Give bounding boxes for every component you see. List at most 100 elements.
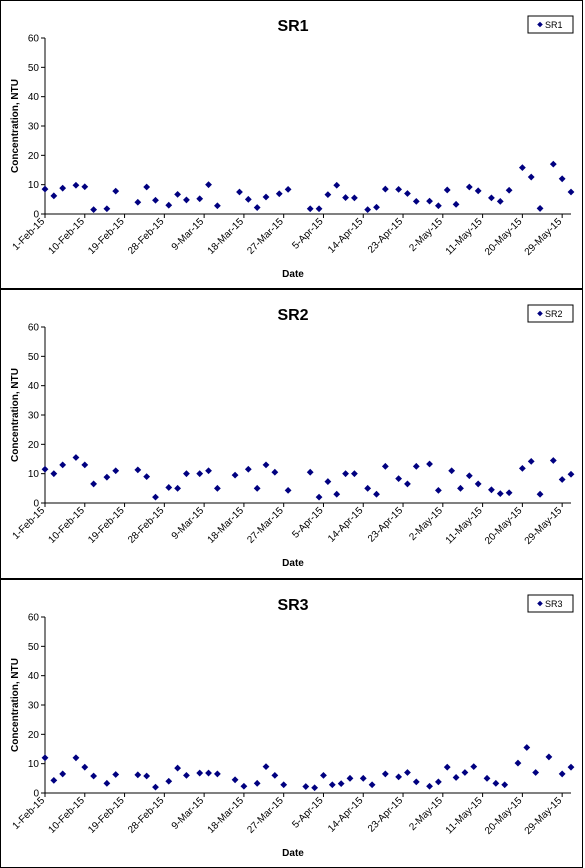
- y-tick-label: 10: [28, 469, 40, 480]
- data-point: [165, 484, 173, 491]
- data-point: [549, 160, 557, 168]
- data-point: [395, 475, 403, 483]
- data-point: [253, 204, 261, 211]
- x-axis-label: Date: [282, 848, 304, 859]
- data-point: [434, 202, 442, 210]
- x-tick-label: 29-May-15: [523, 505, 565, 547]
- data-point: [558, 770, 566, 778]
- data-point: [134, 771, 142, 779]
- y-tick-label: 20: [28, 440, 40, 451]
- x-tick-label: 14-Apr-15: [326, 216, 366, 256]
- x-tick-label: 18-Mar-15: [206, 216, 247, 257]
- data-point: [231, 471, 239, 479]
- x-tick-label: 11-May-15: [444, 216, 485, 257]
- data-point: [492, 779, 500, 787]
- data-point: [567, 188, 575, 196]
- data-point: [59, 461, 67, 469]
- legend: SR2: [527, 304, 574, 323]
- y-tick-label: 30: [28, 411, 40, 422]
- x-tick-label: 18-Mar-15: [206, 505, 247, 546]
- x-tick-label: 5-Apr-15: [290, 216, 326, 252]
- data-point: [103, 205, 111, 213]
- y-tick-label: 60: [28, 34, 40, 45]
- data-point: [320, 772, 327, 779]
- data-point: [351, 470, 358, 478]
- chart-sr1: SR1 0 10 20 30 40 50 60 1-Feb-15 10-Feb-15 19-Feb-…: [10, 15, 575, 280]
- data-point: [183, 470, 190, 478]
- data-point: [558, 476, 566, 483]
- data-point: [41, 465, 49, 473]
- data-point: [143, 473, 151, 480]
- x-tick-label: 2-May-15: [407, 505, 445, 543]
- x-tick-label: 28-Feb-15: [126, 795, 167, 836]
- data-point: [337, 780, 345, 788]
- data-point: [72, 454, 80, 461]
- legend-label: SR1: [545, 20, 563, 30]
- x-tick-label: 10-Feb-15: [46, 216, 87, 257]
- data-point: [368, 781, 376, 789]
- data-point: [465, 183, 473, 191]
- x-tick-label: 28-Feb-15: [126, 216, 167, 257]
- data-point: [196, 769, 204, 777]
- data-point: [315, 205, 323, 213]
- data-point: [545, 753, 553, 761]
- data-point: [315, 493, 323, 501]
- y-axis-label: Concentration, NTU: [10, 79, 21, 173]
- data-point: [90, 772, 98, 780]
- x-tick-label: 19-Feb-15: [86, 216, 127, 257]
- data-point: [253, 484, 261, 492]
- data-point: [174, 190, 182, 198]
- legend-box: [527, 304, 574, 323]
- data-point: [72, 181, 80, 189]
- data-point: [536, 205, 544, 212]
- chart-title: SR3: [277, 597, 308, 614]
- data-point: [364, 484, 372, 492]
- data-point: [536, 490, 544, 498]
- data-point: [302, 783, 310, 790]
- x-tick-label: 28-Feb-15: [126, 505, 167, 546]
- y-tick-label: 10: [28, 759, 40, 770]
- data-point: [271, 772, 279, 779]
- legend-box: [527, 594, 574, 613]
- data-point: [196, 470, 204, 478]
- y-tick-label: 0: [33, 210, 39, 221]
- data-point: [90, 206, 98, 213]
- data-point: [412, 778, 420, 786]
- data-point: [134, 198, 142, 206]
- x-axis-label: Date: [282, 558, 304, 569]
- y-tick-label: 50: [28, 63, 40, 74]
- data-point: [395, 185, 403, 193]
- x-tick-label: 5-Apr-15: [290, 795, 326, 831]
- data-point: [262, 461, 270, 469]
- data-point: [152, 196, 159, 204]
- data-point: [505, 489, 513, 497]
- data-point: [41, 754, 49, 762]
- legend-marker: [537, 310, 543, 317]
- x-tick-label: 11-May-15: [444, 505, 485, 546]
- y-tick-label: 50: [28, 642, 40, 653]
- data-point: [240, 782, 248, 790]
- x-tick-label: 19-Feb-15: [86, 505, 127, 546]
- x-tick-label: 23-Apr-15: [366, 216, 406, 256]
- data-point: [81, 461, 89, 469]
- data-point: [496, 197, 504, 205]
- data-point: [514, 759, 522, 767]
- data-point: [275, 190, 283, 198]
- data-point: [404, 769, 411, 776]
- data-point: [346, 774, 354, 782]
- data-point: [488, 486, 495, 494]
- data-point: [549, 457, 557, 464]
- x-tick-label: 20-May-15: [483, 795, 525, 837]
- data-point: [457, 484, 464, 492]
- data-point: [81, 763, 89, 771]
- y-axis-label: Concentration, NTU: [10, 658, 21, 752]
- x-tick-label: 20-May-15: [483, 216, 525, 258]
- data-point: [373, 203, 380, 211]
- chart-title: SR2: [277, 307, 308, 324]
- y-tick-label: 20: [28, 151, 40, 162]
- chart-panel-sr1: SR1 0 10 20 30 40 50 60 1-Feb-15 10-Feb-15 19-Feb-…: [0, 0, 583, 289]
- data-point: [474, 187, 482, 195]
- x-tick-label: 29-May-15: [523, 795, 565, 837]
- data-point: [59, 770, 67, 778]
- x-tick-label: 1-Feb-15: [11, 505, 48, 542]
